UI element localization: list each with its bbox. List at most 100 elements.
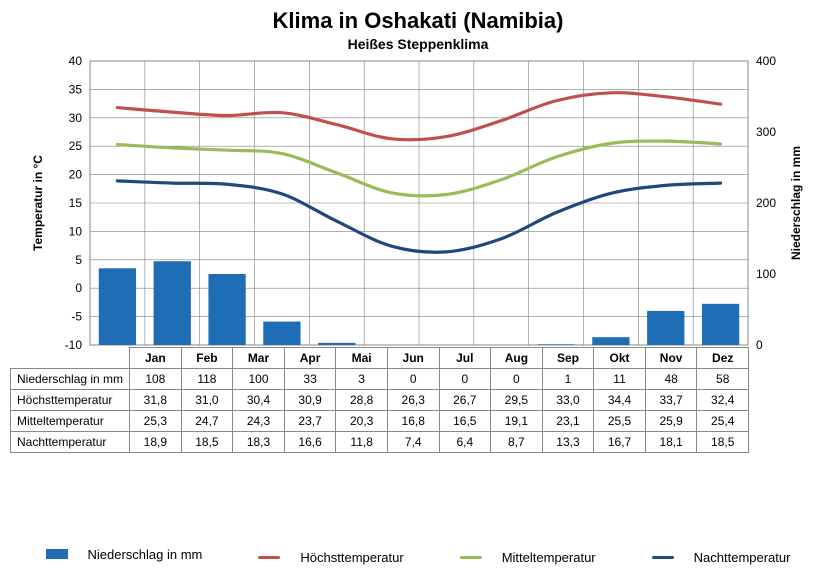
chart-subtitle: Heißes Steppenklima [0,34,836,52]
chart-title: Klima in Oshakati (Namibia) [0,0,836,34]
table-cell: 33,0 [542,390,594,411]
table-cell: 1 [542,369,594,390]
table-cell: 30,9 [284,390,336,411]
table-cell: 19,1 [491,411,543,432]
bar [592,337,629,345]
svg-text:0: 0 [756,338,763,352]
table-row-label: Mitteltemperatur [11,411,130,432]
table-cell: 16,7 [594,432,646,453]
table-cell: 48 [645,369,697,390]
legend-label: Mitteltemperatur [502,550,596,565]
table-cell: 0 [387,369,439,390]
table-cell: 25,9 [645,411,697,432]
table-cell: 32,4 [697,390,749,411]
table-cell: 18,5 [697,432,749,453]
climate-chart: -10-505101520253035400100200300400Temper… [10,55,826,455]
legend-swatch [460,556,482,559]
table-cell: 33 [284,369,336,390]
bar [263,322,300,345]
svg-text:100: 100 [756,267,776,281]
bar [154,261,191,345]
table-header: Aug [491,348,543,369]
table-cell: 25,3 [130,411,182,432]
table-cell: 23,7 [284,411,336,432]
table-cell: 0 [439,369,491,390]
table-cell: 26,7 [439,390,491,411]
svg-text:40: 40 [69,55,83,68]
table-cell: 16,8 [387,411,439,432]
svg-text:15: 15 [69,196,83,210]
legend-swatch [258,556,280,559]
table-cell: 100 [233,369,285,390]
table-header: Feb [181,348,233,369]
table-cell: 11 [594,369,646,390]
table-cell: 18,5 [181,432,233,453]
svg-text:0: 0 [75,281,82,295]
bar [318,343,355,345]
svg-text:30: 30 [69,111,83,125]
bar [99,268,136,345]
table-cell: 108 [130,369,182,390]
legend-label: Niederschlag in mm [88,547,203,562]
table-cell: 33,7 [645,390,697,411]
svg-text:5: 5 [75,253,82,267]
bar [647,311,684,345]
table-header: Okt [594,348,646,369]
bar [208,274,245,345]
legend-swatch [46,549,68,559]
table-cell: 0 [491,369,543,390]
svg-text:Niederschlag in mm: Niederschlag in mm [789,146,803,260]
table-cell: 31,0 [181,390,233,411]
table-cell: 7,4 [387,432,439,453]
table-row-label: Niederschlag in mm [11,369,130,390]
table-cell: 6,4 [439,432,491,453]
table-cell: 18,3 [233,432,285,453]
bar [702,304,739,345]
svg-text:400: 400 [756,55,776,68]
table-cell: 30,4 [233,390,285,411]
table-header: Mar [233,348,285,369]
svg-text:-5: -5 [71,310,82,324]
table-cell: 31,8 [130,390,182,411]
table-cell: 20,3 [336,411,388,432]
table-cell: 24,3 [233,411,285,432]
svg-text:25: 25 [69,139,83,153]
table-header: Dez [697,348,749,369]
table-cell: 25,5 [594,411,646,432]
table-header: Apr [284,348,336,369]
table-cell: 58 [697,369,749,390]
table-cell: 28,8 [336,390,388,411]
legend-item: Mitteltemperatur [446,550,610,565]
table-header: Jan [130,348,182,369]
legend-swatch [652,556,674,559]
table-header: Jul [439,348,491,369]
table-header: Jun [387,348,439,369]
table-cell: 8,7 [491,432,543,453]
table-cell: 18,9 [130,432,182,453]
legend-label: Höchsttemperatur [300,550,403,565]
table-header: Nov [645,348,697,369]
svg-text:200: 200 [756,196,776,210]
table-row-label: Höchsttemperatur [11,390,130,411]
legend-item: Nachttemperatur [638,550,805,565]
table-cell: 25,4 [697,411,749,432]
svg-text:20: 20 [69,168,83,182]
table-cell: 16,6 [284,432,336,453]
table-cell: 23,1 [542,411,594,432]
table-header: Mai [336,348,388,369]
table-cell: 16,5 [439,411,491,432]
table-cell: 18,1 [645,432,697,453]
table-cell: 26,3 [387,390,439,411]
table-cell: 24,7 [181,411,233,432]
table-cell: 13,3 [542,432,594,453]
table-cell: 29,5 [491,390,543,411]
table-cell: 118 [181,369,233,390]
svg-text:Temperatur in °C: Temperatur in °C [31,155,45,251]
table-cell: 3 [336,369,388,390]
svg-text:35: 35 [69,82,83,96]
legend-item: Niederschlag in mm [32,547,217,562]
table-cell: 34,4 [594,390,646,411]
legend-item: Höchsttemperatur [244,550,417,565]
table-row-label: Nachttemperatur [11,432,130,453]
table-header: Sep [542,348,594,369]
